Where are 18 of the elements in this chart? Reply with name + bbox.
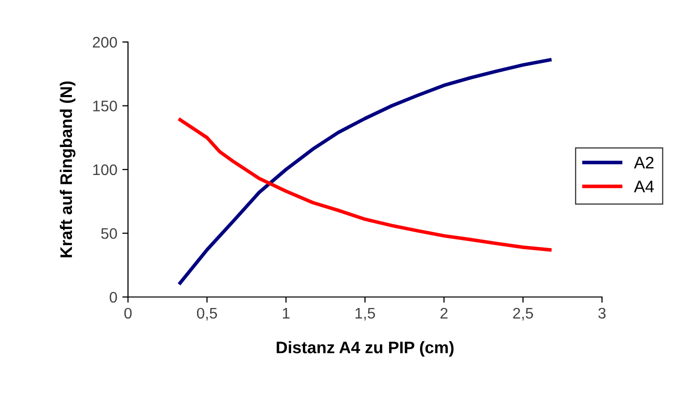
x-tick-label: 1 (282, 308, 290, 318)
line-series (178, 118, 552, 252)
line-series (178, 58, 552, 285)
x-tick-label: 0 (124, 308, 132, 319)
y-axis-title: Kraft auf Ringband (N) (60, 81, 76, 258)
x-tick-label: 1,5 (356, 308, 375, 320)
x-tick-label: 2,5 (513, 308, 533, 320)
x-tick-label: 3 (598, 308, 606, 319)
x-axis-title: Distanz A4 zu PIP (cm) (276, 341, 454, 357)
y-tick-label: 0 (110, 292, 117, 303)
legend-label: A2 (634, 156, 654, 168)
legend-label: A4 (634, 180, 654, 192)
y-tick-label: 150 (93, 100, 117, 112)
y-tick-label: 100 (93, 164, 117, 176)
x-tick-label: 2 (440, 308, 448, 318)
y-tick-label: 200 (92, 36, 117, 48)
x-tick-label: 0,5 (196, 308, 217, 320)
y-tick-label: 50 (101, 228, 117, 239)
